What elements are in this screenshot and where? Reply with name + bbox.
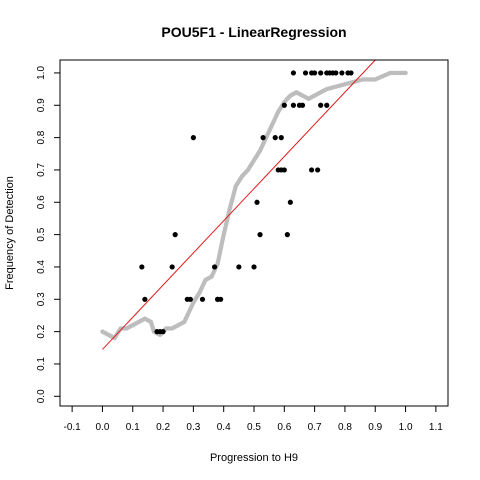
data-point [272,135,278,141]
chart-title: POU5F1 - LinearRegression [161,24,346,40]
y-axis-label: Frequency of Detection [4,176,16,290]
data-point [333,70,339,76]
data-point [299,102,306,108]
smooth-point [403,70,408,76]
data-point [172,232,178,238]
data-point [254,199,260,205]
x-axis: -0.1 0.0 0.1 0.2 0.3 0.4 0.5 0.6 0.7 0.8 0.9 1.0 1.1 [64,406,443,433]
data-point [284,232,290,238]
smoothed-curve [100,70,408,341]
x-tick-label: 0.7 [308,422,322,433]
x-axis-label: Progression to H9 [210,452,298,464]
x-tick-label: 0.1 [126,422,140,433]
y-tick-label: 0.4 [36,260,47,274]
data-point [318,102,324,108]
data-point [324,102,330,108]
plot-area [100,59,408,350]
y-tick-label: 0.0 [36,389,47,403]
data-point [290,102,297,108]
data-point [312,70,318,76]
x-tick-label: 0.0 [95,422,109,433]
data-point [190,135,196,141]
data-point [281,102,287,108]
x-tick-label: 0.8 [338,422,352,433]
data-point [281,167,287,173]
y-tick-label: 0.3 [36,292,47,306]
y-tick-label: 0.7 [36,163,47,177]
data-point [339,70,345,76]
data-point [318,70,324,76]
y-tick-label: 0.5 [36,227,47,241]
y-tick-label: 0.1 [36,357,47,371]
data-point [169,264,175,270]
observed-points [139,70,354,335]
data-point [348,70,354,76]
x-tick-label: 0.5 [247,422,261,433]
x-tick-label: 0.3 [186,422,200,433]
data-point [187,296,193,302]
x-tick-label: 0.9 [368,422,382,433]
y-tick-label: 0.2 [36,324,47,338]
data-point [236,264,242,270]
y-axis: 0.0 0.1 0.2 0.3 0.4 0.5 0.6 0.7 0.8 0.9 1.0 [36,66,60,403]
x-tick-label: 1.1 [429,422,443,433]
data-point [287,199,293,205]
data-point [315,167,321,173]
data-point [308,167,315,173]
data-point [302,70,309,76]
data-point [142,296,148,302]
data-point [257,232,263,238]
data-point [260,135,266,141]
regression-line [102,59,376,350]
data-point [211,264,218,270]
data-point [199,296,206,302]
data-point [139,264,145,270]
x-tick-label: 0.6 [277,422,291,433]
y-tick-label: 0.8 [36,130,47,144]
data-point [160,329,166,335]
y-tick-label: 0.9 [36,98,47,112]
x-tick-label: 1.0 [399,422,413,433]
y-tick-label: 0.6 [36,195,47,209]
data-point [251,264,257,270]
x-tick-label: 0.4 [217,422,231,433]
data-point [278,135,284,141]
x-tick-label: -0.1 [64,422,82,433]
data-point [218,296,224,302]
y-tick-label: 1.0 [36,66,47,80]
x-tick-label: 0.2 [156,422,170,433]
data-point [290,70,297,76]
